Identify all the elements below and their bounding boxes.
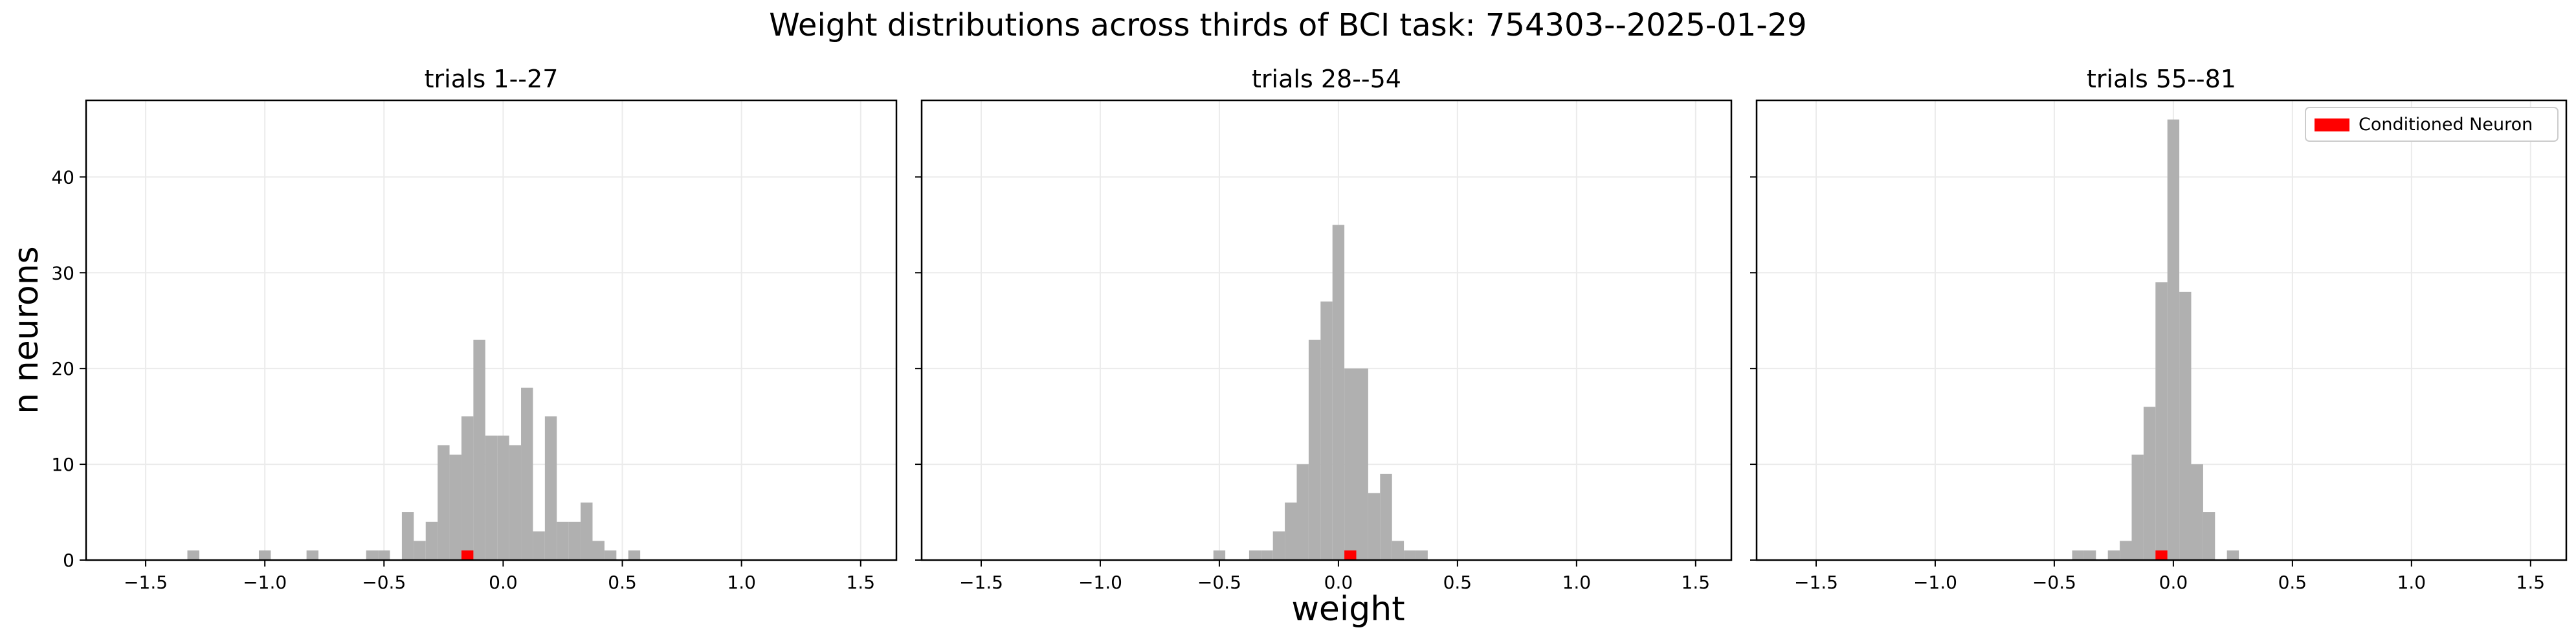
subplot-title: trials 28--54 (1252, 65, 1401, 93)
x-tick-label: 1.5 (2516, 572, 2546, 593)
histogram-bar (1356, 368, 1368, 560)
y-tick-label: 10 (51, 454, 74, 475)
histogram-bar (2120, 541, 2132, 560)
histogram-bar (1380, 473, 1392, 560)
subplot-3: trials 55--81 −1.5 −1.0 −0.5 0.0 0.5 1.0 1.5 Con… (1750, 65, 2568, 593)
legend-box (2305, 107, 2559, 142)
histogram-bar (2155, 282, 2168, 560)
histogram-bar (497, 435, 509, 560)
histogram-bar (2107, 550, 2120, 560)
conditioned-neuron-bar (461, 550, 474, 560)
x-tick-label: 0.5 (2278, 572, 2307, 593)
histogram-bar (1296, 464, 1309, 560)
x-tick-label: 1.0 (1562, 572, 1592, 593)
histogram-bar (2203, 512, 2215, 560)
x-tick-label: −0.5 (362, 572, 406, 593)
histogram-bar (1261, 550, 1273, 560)
x-tick-label: 0.5 (1443, 572, 1472, 593)
histogram-bar (366, 550, 379, 560)
histogram-bar (509, 445, 522, 560)
histogram-bar (1272, 531, 1285, 560)
histogram-bar (2072, 550, 2084, 560)
x-tick-label: −1.5 (959, 572, 1003, 593)
histogram-bar (1249, 550, 1261, 560)
histogram-bar (2083, 550, 2096, 560)
histogram-bar (2143, 407, 2156, 560)
x-tick-label: 0.0 (1324, 572, 1353, 593)
x-tick-label: −1.5 (124, 572, 168, 593)
histogram-bar (592, 541, 605, 560)
x-tick-label: −1.0 (1078, 572, 1122, 593)
x-tick-label: −0.5 (2032, 572, 2076, 593)
histogram-bar (1368, 493, 1381, 560)
x-tick-label: −1.0 (243, 572, 287, 593)
histogram-bar (2226, 550, 2239, 560)
axes-frame (920, 99, 1733, 561)
histogram-bar (557, 521, 569, 560)
x-axis-label: weight (1291, 590, 1405, 629)
histogram-bar (258, 550, 271, 560)
histogram-bar (1285, 502, 1297, 560)
histogram-bar (1416, 550, 1428, 560)
x-tick-label: 1.0 (727, 572, 756, 593)
histogram-bar (187, 550, 199, 560)
axes-frame (85, 99, 898, 561)
histogram-bar (581, 502, 593, 560)
histogram-bar (473, 339, 485, 560)
subplots: trials 1--27 −1.5 −1.0 −0.5 0.0 0.5 1.0 1.5 0 10 2… (51, 65, 2568, 593)
subplot-title: trials 1--27 (425, 65, 559, 93)
conditioned-neuron-bar (2155, 550, 2168, 560)
histogram-bar (521, 387, 533, 560)
y-axis-label: n neurons (7, 246, 46, 414)
histogram-bar (1308, 339, 1321, 560)
y-tick-label: 40 (51, 166, 74, 188)
legend: Conditioned Neuron (2305, 107, 2559, 142)
subplot-1: trials 1--27 −1.5 −1.0 −0.5 0.0 0.5 1.0 1.5 0 10 2… (51, 65, 898, 593)
x-tick-label: −0.5 (1197, 572, 1241, 593)
histogram-bar (1344, 368, 1357, 560)
histogram-bar (1320, 301, 1333, 560)
x-tick-label: 0.5 (608, 572, 637, 593)
y-tick-label: 20 (51, 358, 74, 379)
histogram-bar (2131, 455, 2144, 560)
histogram-bar (306, 550, 319, 560)
histogram-bar (1404, 550, 1416, 560)
histogram-bar (1213, 550, 1226, 560)
legend-swatch (2315, 118, 2349, 131)
histogram-bar (568, 521, 581, 560)
subplot-title: trials 55--81 (2087, 65, 2236, 93)
x-tick-label: 1.5 (1682, 572, 1711, 593)
histogram-bar (438, 445, 450, 560)
axes-frame (1755, 99, 2568, 561)
x-tick-label: 0.0 (2159, 572, 2188, 593)
x-tick-label: −1.5 (1794, 572, 1838, 593)
x-tick-label: 0.0 (489, 572, 518, 593)
histogram-bar (485, 435, 498, 560)
histogram-bar (414, 541, 426, 560)
histogram-bar (544, 416, 557, 560)
histogram-bar (533, 531, 545, 560)
histogram-bar (1332, 225, 1345, 561)
conditioned-neuron-bar (1344, 550, 1357, 560)
y-tick-label: 30 (51, 262, 74, 284)
y-tick-label: 0 (63, 550, 74, 571)
histogram-bar (2179, 291, 2192, 560)
histogram-bar (425, 521, 438, 560)
figure-title: Weight distributions across thirds of BC… (769, 7, 1806, 43)
x-tick-label: 1.0 (2397, 572, 2426, 593)
histogram-bar (2167, 119, 2180, 561)
histogram-bar (604, 550, 617, 560)
x-tick-label: 1.5 (846, 572, 875, 593)
legend-label: Conditioned Neuron (2359, 115, 2533, 135)
histogram-bar (628, 550, 641, 560)
histogram-bar (1392, 541, 1405, 560)
histogram-bar (401, 512, 414, 560)
histogram-bar (449, 455, 461, 560)
histogram-bar (461, 416, 474, 560)
histogram-bar (2191, 464, 2203, 560)
x-tick-label: −1.0 (1913, 572, 1957, 593)
histogram-bar (378, 550, 390, 560)
subplot-2: trials 28--54 −1.5 −1.0 −0.5 0.0 0.5 1.0 1.5 (915, 65, 1733, 593)
